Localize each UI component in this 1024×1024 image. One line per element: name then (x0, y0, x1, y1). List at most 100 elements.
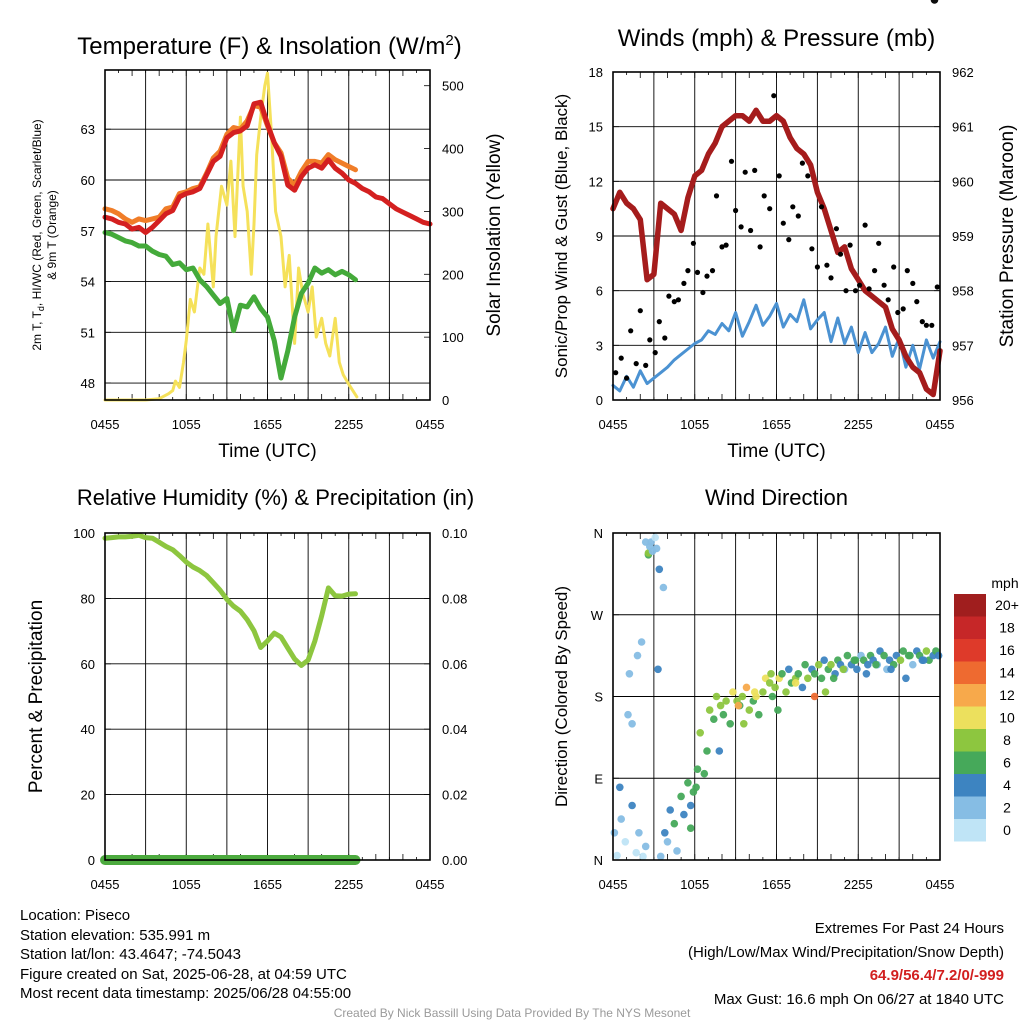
direction-point (659, 583, 668, 592)
direction-point (710, 715, 718, 723)
direction-point (625, 670, 634, 678)
gust-point (761, 193, 767, 199)
chart-title-end: ) (454, 33, 462, 60)
direction-point (904, 651, 913, 660)
direction-point (684, 779, 692, 787)
y-tick-label-1: 0 (596, 393, 603, 408)
extremes-values: 64.9/56.4/7.2/0/-999 (869, 967, 1004, 984)
gust-point (852, 288, 859, 294)
y2-tick-label-2: 0.02 (442, 788, 467, 803)
speed-colorbar: mph 20+ 18 16 14 12 10 8 6 4 2 0 (954, 575, 1019, 842)
direction-point (686, 824, 695, 832)
direction-point (712, 692, 721, 701)
x-tick-label-3: 0455 (926, 877, 955, 892)
x-tick-label-1: 1655 (762, 417, 791, 432)
gust-point (799, 160, 806, 166)
direction-point (652, 544, 661, 553)
direction-point (716, 701, 725, 710)
colorbar-label: 20+ (995, 597, 1019, 613)
y-tick-label-1: 3 (596, 338, 603, 353)
colorbar-title: mph (991, 575, 1018, 591)
direction-point (613, 851, 621, 860)
gust-point (919, 319, 925, 325)
y-tick-label-0: 60 (81, 173, 95, 188)
direction-point (632, 848, 640, 857)
x-tick-label-2: 2255 (334, 877, 363, 892)
direction-point (742, 683, 751, 692)
gust-point (914, 299, 920, 305)
direction-point (641, 842, 650, 851)
direction-point (715, 747, 724, 755)
x-tick-label-3: 0455 (599, 877, 628, 892)
x-tick-label-0: 1655 (253, 417, 282, 432)
gust-point (814, 264, 821, 270)
x-tick-label-0: 0455 (91, 417, 120, 432)
gust-point (700, 289, 706, 296)
direction-point (654, 665, 662, 674)
direction-point (880, 651, 888, 660)
direction-point (628, 801, 636, 810)
colorbar-swatch (954, 796, 986, 819)
y2-tick-label-0: 300 (442, 204, 464, 219)
y2-tick-label-0: 400 (442, 142, 464, 157)
direction-point (778, 670, 786, 678)
direction-point (767, 670, 775, 678)
direction-point (872, 660, 880, 669)
y-axis-label-sub: d (36, 306, 46, 311)
gust-point (733, 207, 739, 214)
y2-tick-label-2: 0.10 (442, 526, 467, 541)
y2-tick-label-2: 0.00 (442, 853, 467, 868)
direction-point (693, 765, 702, 773)
chart-title: Wind Direction (705, 485, 848, 510)
series-line-1 (102, 103, 358, 225)
gust-point (767, 206, 773, 212)
direction-point (759, 688, 767, 696)
direction-point (862, 670, 871, 678)
colorbar-label: 8 (1003, 732, 1011, 748)
y-tick-label-1: 12 (589, 174, 603, 189)
gust-point (728, 158, 735, 164)
y-tick-label-2: 80 (81, 591, 95, 606)
pressure-line (610, 107, 943, 398)
y2-tick-label-2: 0.04 (442, 722, 467, 737)
x-tick-label-1: 1055 (680, 417, 709, 432)
gust-point (786, 237, 792, 243)
direction-point (810, 692, 819, 701)
gust-point (910, 280, 916, 286)
x-tick-label-1: 0455 (599, 417, 628, 432)
y-tick-label-2: 60 (81, 657, 95, 672)
gust-point (685, 268, 691, 274)
gust-point (656, 319, 662, 325)
direction-point (810, 670, 819, 678)
y-axis-label: 2m T, Td, HI/WC (Red, Green, Scarlet/Blu… (30, 119, 46, 350)
gust-point (900, 306, 906, 312)
gust-point (891, 264, 897, 270)
colorbar-swatch (954, 751, 986, 774)
direction-point (656, 852, 665, 861)
plot-frame-0 (104, 69, 431, 401)
direction-point (670, 819, 679, 828)
gust-point (881, 282, 887, 288)
direction-point (922, 647, 931, 655)
gust-point (862, 222, 868, 228)
y-tick-label-3: N (594, 526, 603, 541)
direction-point (621, 838, 630, 846)
elevation-text: Station elevation: 535.991 m (20, 926, 211, 944)
direction-point (768, 692, 777, 701)
gust-point (885, 297, 891, 303)
series-line-3 (102, 230, 358, 381)
y2-tick-label-0: 100 (442, 330, 464, 345)
x-axis-label: Time (UTC) (218, 441, 317, 462)
y-axis-label-part: , HI/WC (Red, Green, Scarlet/Blue) (30, 119, 44, 306)
x-tick-label-3: 1655 (762, 877, 791, 892)
gust-point (624, 375, 630, 381)
extremes-title: Extremes For Past 24 Hours (814, 920, 1004, 937)
y2-tick-label-2: 0.06 (442, 657, 467, 672)
direction-point (651, 533, 659, 542)
gust-point (776, 173, 782, 179)
direction-point (804, 674, 812, 683)
colorbar-swatch (954, 594, 986, 617)
direction-point (820, 656, 828, 664)
colorbar-swatch (954, 661, 986, 684)
direction-point (635, 829, 643, 837)
